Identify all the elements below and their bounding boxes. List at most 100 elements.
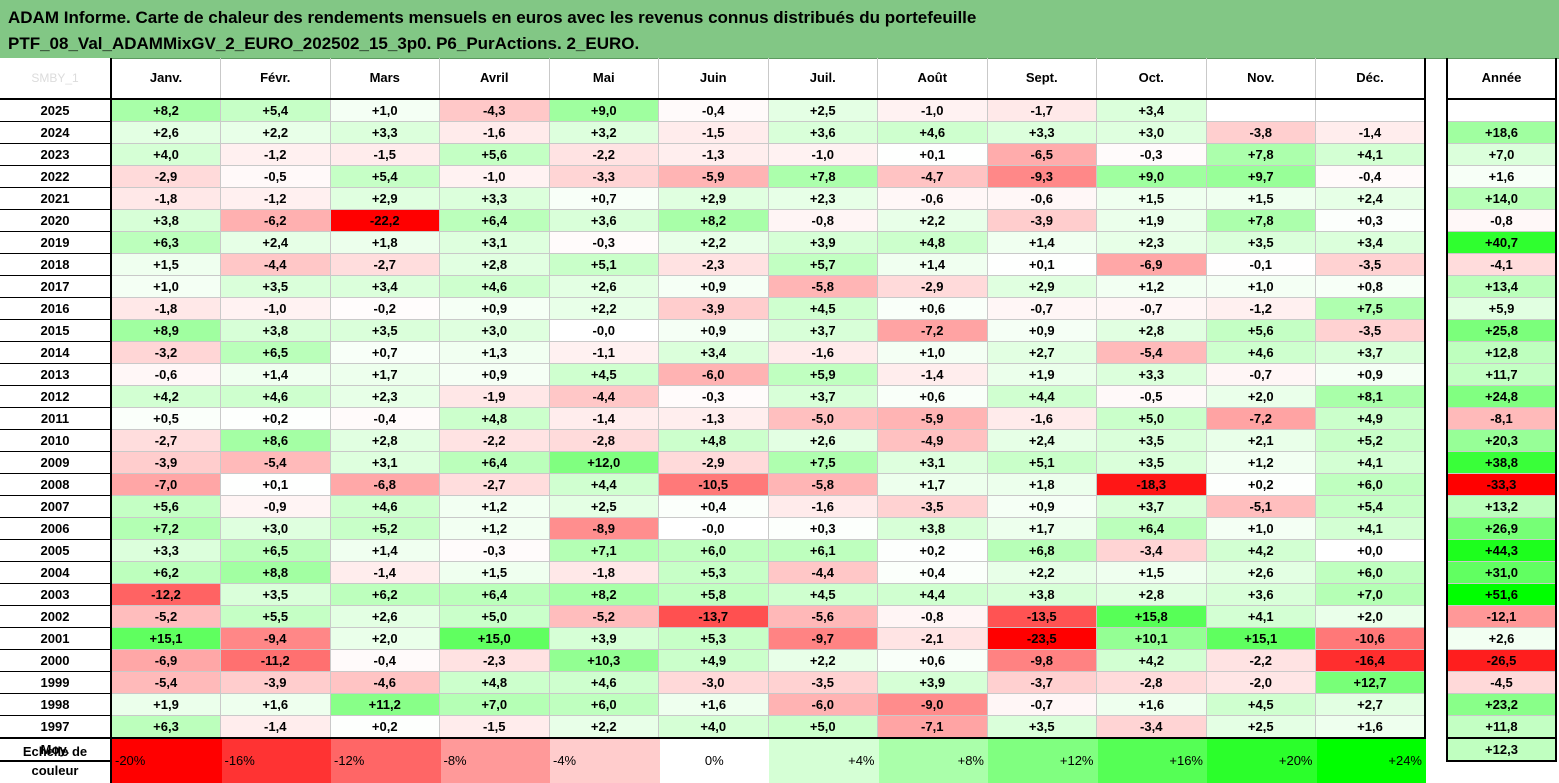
header-row: Année — [1447, 58, 1556, 100]
annual-cell: -26,5 — [1447, 649, 1556, 672]
heatmap-cell: -2,0 — [1206, 671, 1316, 694]
heatmap-cell: -1,6 — [768, 341, 878, 364]
annual-cell: +20,3 — [1447, 429, 1556, 452]
annual-cell: +13,4 — [1447, 275, 1556, 298]
heatmap-cell: +2,6 — [111, 121, 221, 144]
annual-cell: +12,3 — [1447, 737, 1556, 762]
heatmap-cell: +2,2 — [877, 209, 988, 232]
heatmap-cell: -3,9 — [658, 297, 769, 320]
heatmap-cell: -5,6 — [768, 605, 878, 628]
heatmap-cell: +3,3 — [111, 539, 221, 562]
heatmap-cell: +7,2 — [111, 517, 221, 540]
heatmap-cell: +4,1 — [1206, 605, 1316, 628]
year-label: 2003 — [0, 583, 112, 606]
heatmap-cell: -0,7 — [1096, 297, 1207, 320]
annual-cell: +44,3 — [1447, 539, 1556, 562]
heatmap-cell: +4,5 — [1206, 693, 1316, 716]
heatmap-cell: +4,1 — [1315, 451, 1426, 474]
heatmap-cell: -1,9 — [439, 385, 550, 408]
year-row: 2024 +2,6 +2,2 +3,3 -1,6 +3,2 -1,5 +3,6 +4,6 +3,3… — [0, 121, 1426, 144]
year-row: 2008 -7,0 +0,1 -6,8 -2,7 +4,4 -10,5 -5,8 +1,7 +1,… — [0, 473, 1426, 496]
heatmap-cell: -4,7 — [877, 165, 988, 188]
year-label: Moy. — [0, 737, 112, 762]
color-scale-swatch: -20% — [112, 739, 222, 783]
heatmap-cell: +0,3 — [768, 517, 878, 540]
heatmap-cell: +11,2 — [330, 693, 440, 716]
heatmap-cell: +2,5 — [1206, 715, 1316, 739]
heatmap-cell: +10,1 — [1096, 627, 1207, 650]
heatmap-cell: +7,8 — [1206, 209, 1316, 232]
heatmap-cell: -0,5 — [220, 165, 331, 188]
heatmap-cell: -10,6 — [1315, 627, 1426, 650]
heatmap-cell: -5,2 — [549, 605, 659, 628]
heatmap-cell: +4,2 — [1096, 649, 1207, 672]
heatmap-cell: +3,9 — [768, 231, 878, 254]
heatmap-cell: +1,6 — [220, 693, 331, 716]
heatmap-cell: +1,2 — [1096, 275, 1207, 298]
heatmap-cell: -0,8 — [877, 605, 988, 628]
month-header: Juin — [658, 58, 769, 100]
heatmap-table: SMBY_1 Janv. Févr. Mars Avril Mai Juin Juil. Aoû… — [0, 58, 1426, 762]
year-label: 2014 — [0, 341, 112, 364]
year-label: 2013 — [0, 363, 112, 386]
heatmap-cell: -7,2 — [1206, 407, 1316, 430]
year-row: 2007 +5,6 -0,9 +4,6 +1,2 +2,5 +0,4 -1,6 -3,5 +0,9… — [0, 495, 1426, 518]
heatmap-cell: +4,2 — [111, 385, 221, 408]
heatmap-cell: +8,8 — [220, 561, 331, 584]
heatmap-cell: +7,0 — [439, 693, 550, 716]
heatmap-cell: +0,1 — [877, 143, 988, 166]
heatmap-cell: -0,3 — [439, 539, 550, 562]
year-label: 1999 — [0, 671, 112, 694]
heatmap-cell: +2,0 — [1206, 385, 1316, 408]
heatmap-cell: +1,3 — [439, 341, 550, 364]
heatmap-cell: +3,0 — [1096, 121, 1207, 144]
month-header: Mars — [330, 58, 440, 100]
heatmap-cell: -5,4 — [111, 671, 221, 694]
annual-cell: +1,6 — [1447, 165, 1556, 188]
heatmap-cell: +3,6 — [768, 121, 878, 144]
heatmap-cell: +5,2 — [330, 517, 440, 540]
heatmap-cell: +2,9 — [658, 187, 769, 210]
heatmap-cell: +1,8 — [330, 231, 440, 254]
heatmap-cell: +7,0 — [1315, 583, 1426, 606]
year-row: -33,3 — [1447, 473, 1556, 496]
annual-cell — [1447, 99, 1556, 122]
year-row: 2002 -5,2 +5,5 +2,6 +5,0 -5,2 -13,7 -5,6 -0,8 -13… — [0, 605, 1426, 628]
heatmap-cell: -0,4 — [330, 407, 440, 430]
year-row: 2005 +3,3 +6,5 +1,4 -0,3 +7,1 +6,0 +6,1 +0,2 +6,8… — [0, 539, 1426, 562]
heatmap-cell: -4,4 — [768, 561, 878, 584]
heatmap-cell: -5,8 — [768, 275, 878, 298]
heatmap-cell: -0,0 — [658, 517, 769, 540]
year-row: +12,8 — [1447, 341, 1556, 364]
heatmap-cell: +4,8 — [439, 407, 550, 430]
heatmap-cell: +3,4 — [658, 341, 769, 364]
heatmap-cell: +6,1 — [768, 539, 878, 562]
annual-cell: +2,6 — [1447, 627, 1556, 650]
heatmap-cell: -2,9 — [658, 451, 769, 474]
heatmap-cell: -0,7 — [987, 693, 1097, 716]
heatmap-cell: +4,4 — [987, 385, 1097, 408]
heatmap-cell: +1,8 — [987, 473, 1097, 496]
heatmap-cell: +0,6 — [877, 297, 988, 320]
heatmap-cell: +0,9 — [439, 297, 550, 320]
heatmap-cell: +2,6 — [330, 605, 440, 628]
annual-cell: +25,8 — [1447, 319, 1556, 342]
heatmap-cell: -3,9 — [220, 671, 331, 694]
heatmap-cell: +2,8 — [1096, 319, 1207, 342]
color-scale-swatch: 0% — [659, 739, 769, 783]
year-row: 1997 +6,3 -1,4 +0,2 -1,5 +2,2 +4,0 +5,0 -7,1 +3,5… — [0, 715, 1426, 739]
heatmap-cell: -13,5 — [987, 605, 1097, 628]
year-row: +13,4 — [1447, 275, 1556, 298]
color-scale-swatch: +20% — [1207, 739, 1317, 783]
heatmap-cell: +9,7 — [1206, 165, 1316, 188]
year-row: 2013 -0,6 +1,4 +1,7 +0,9 +4,5 -6,0 +5,9 -1,4 +1,9… — [0, 363, 1426, 386]
heatmap-cell: +4,5 — [768, 583, 878, 606]
year-row: 2022 -2,9 -0,5 +5,4 -1,0 -3,3 -5,9 +7,8 -4,7 -9,3… — [0, 165, 1426, 188]
heatmap-cell: -3,5 — [1315, 253, 1426, 276]
color-scale-swatch: +12% — [988, 739, 1098, 783]
heatmap-cell: +3,7 — [1096, 495, 1207, 518]
heatmap-cell: -1,8 — [111, 297, 221, 320]
heatmap-cell: +1,6 — [1315, 715, 1426, 739]
year-row: -12,1 — [1447, 605, 1556, 628]
title-line-1: ADAM Informe. Carte de chaleur des rende… — [8, 8, 977, 27]
